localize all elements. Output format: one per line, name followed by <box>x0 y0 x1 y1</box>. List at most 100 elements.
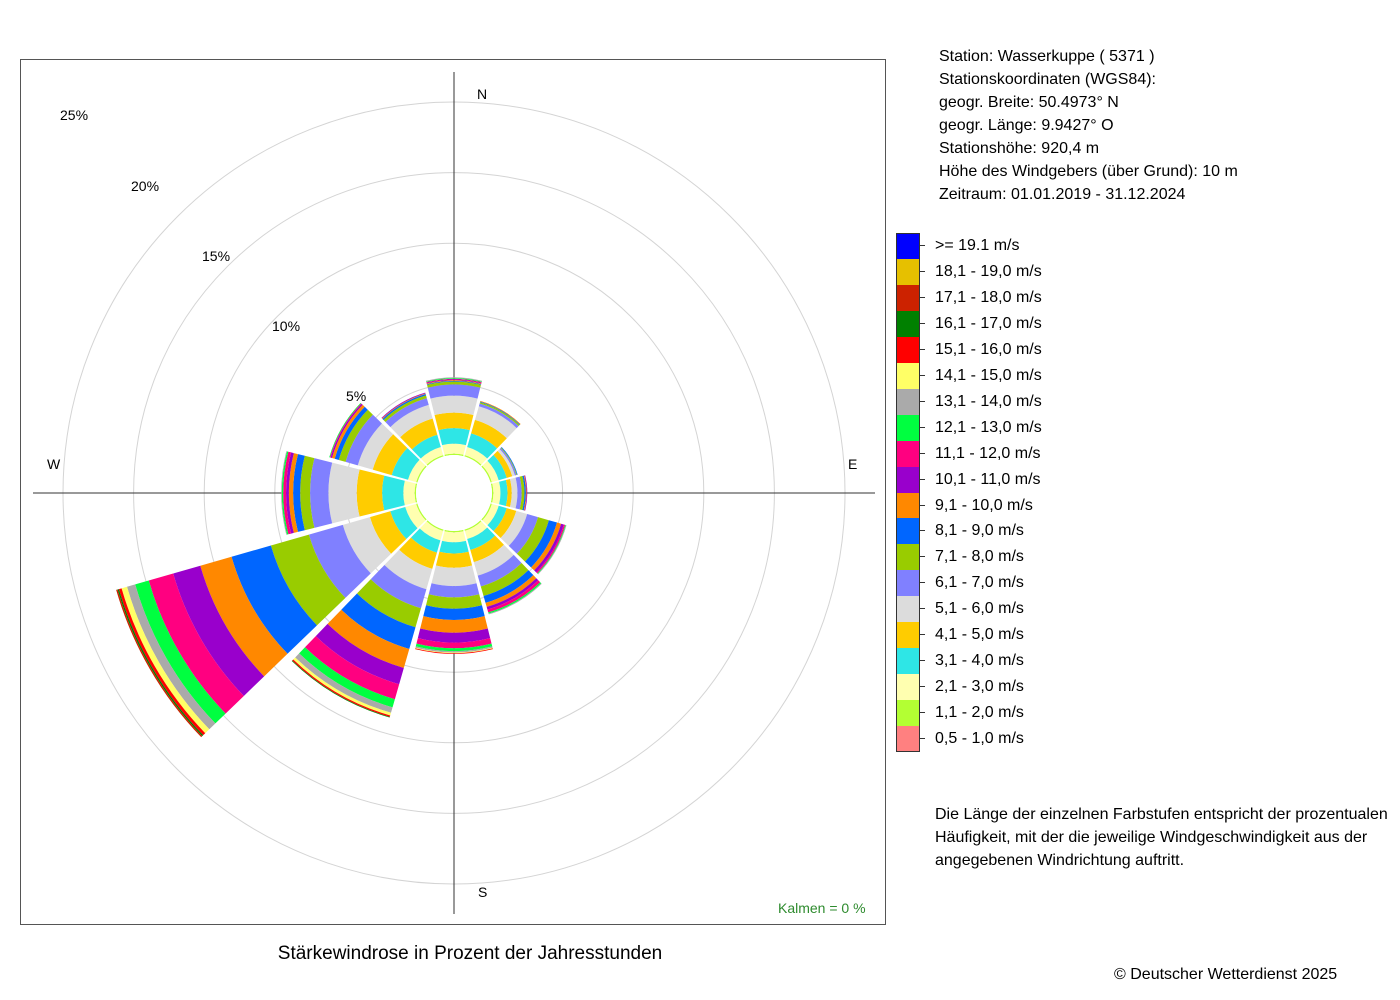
radial-tick-label-20: 20% <box>131 178 160 194</box>
sector-270deg-class-12 <box>281 451 289 535</box>
legend-item: 8,1 - 9,0 m/s <box>896 518 1096 545</box>
sector-90deg-class-3 <box>499 480 508 506</box>
sector-300deg-class-7 <box>338 409 373 462</box>
sector-210deg-class-10 <box>315 623 404 685</box>
legend-item: 12,1 - 13,0 m/s <box>896 414 1096 441</box>
sector-330deg-class-1 <box>426 455 444 466</box>
legend-item: 3,1 - 4,0 m/s <box>896 648 1096 675</box>
legend-swatch <box>896 596 920 623</box>
sector-300deg-class-3 <box>391 447 420 480</box>
legend-item: 0,5 - 1,0 m/s <box>896 726 1096 753</box>
sector-120deg-class-4 <box>493 508 517 539</box>
sector-90deg-class-10 <box>524 475 528 511</box>
legend-swatch <box>896 310 920 337</box>
legend-item: 1,1 - 2,0 m/s <box>896 700 1096 727</box>
sector-30deg-class-6 <box>478 403 519 429</box>
compass-label-north: N <box>477 86 488 102</box>
legend-tick <box>920 400 925 402</box>
sector-180deg-class-4 <box>435 551 473 568</box>
sector-330deg-class-8 <box>382 394 427 420</box>
legend-tick <box>920 374 925 376</box>
sector-90deg-class-4 <box>505 479 512 507</box>
legend-item: 17,1 - 18,0 m/s <box>896 284 1096 311</box>
station-longitude-line: geogr. Länge: 9.9427° O <box>939 117 1114 134</box>
sector-120deg-class-8 <box>525 520 558 568</box>
legend-tick <box>920 582 925 584</box>
legend-item: 15,1 - 16,0 m/s <box>896 336 1096 363</box>
sensor-height-line: Höhe des Windgebers (über Grund): 10 m <box>939 163 1238 180</box>
sector-240deg-class-5 <box>342 517 392 574</box>
sector-0deg-class-5 <box>430 395 478 416</box>
sector-180deg-class-9 <box>420 616 488 633</box>
sector-330deg-class-7 <box>383 395 427 422</box>
sector-150deg-class-10 <box>486 578 539 610</box>
sector-120deg-class-5 <box>500 510 528 546</box>
sector-210deg-class-5 <box>384 549 433 590</box>
legend-swatch <box>896 570 920 597</box>
sector-210deg-class-11 <box>304 636 400 700</box>
sector-0deg-class-8 <box>426 380 482 385</box>
sector-180deg-class-8 <box>423 605 485 620</box>
sector-150deg-class-5 <box>473 544 514 576</box>
sector-210deg-class-4 <box>399 537 437 569</box>
legend-label: 6,1 - 7,0 m/s <box>935 574 1024 592</box>
station-latitude-line: geogr. Breite: 50.4973° N <box>939 94 1119 111</box>
sector-150deg-class-11 <box>487 580 541 613</box>
sector-240deg-class-8 <box>231 545 317 654</box>
calm-label: Kalmen = 0 % <box>778 900 866 916</box>
sector-0deg-class-4 <box>434 412 474 431</box>
sector-270deg-class-7 <box>300 455 315 531</box>
sector-240deg-class-11 <box>148 573 244 714</box>
sector-270deg-class-9 <box>288 453 298 533</box>
legend-label: 1,1 - 2,0 m/s <box>935 704 1024 722</box>
sector-120deg-class-7 <box>516 517 549 562</box>
legend-swatch <box>896 544 920 571</box>
legend-label: 3,1 - 4,0 m/s <box>935 652 1024 670</box>
sector-240deg-class-12 <box>135 580 226 724</box>
compass-label-east: E <box>848 456 858 472</box>
legend-swatch <box>896 414 920 441</box>
sector-240deg-class-14 <box>121 586 210 734</box>
legend-item: >= 19.1 m/s <box>896 233 1096 259</box>
sector-30deg-class-5 <box>474 406 517 439</box>
sector-0deg-class-11 <box>426 378 482 383</box>
legend-item: 18,1 - 19,0 m/s <box>896 258 1096 285</box>
legend-swatch <box>896 233 920 259</box>
sector-240deg-class-13 <box>127 584 216 730</box>
sector-60deg-class-4 <box>493 450 513 478</box>
sector-90deg-class-8 <box>522 475 526 511</box>
sector-270deg-class-11 <box>283 451 292 535</box>
sector-210deg-class-13 <box>295 653 393 713</box>
sector-270deg-class-1 <box>414 483 418 503</box>
sector-150deg-class-8 <box>483 570 534 603</box>
legend-item: 2,1 - 3,0 m/s <box>896 674 1096 701</box>
sector-210deg-class-3 <box>410 528 441 553</box>
sector-180deg-class-2 <box>442 531 466 543</box>
legend-tick <box>920 608 925 610</box>
legend-label: 12,1 - 13,0 m/s <box>935 418 1042 436</box>
sector-60deg-class-5 <box>497 448 515 477</box>
legend-label: 15,1 - 16,0 m/s <box>935 340 1042 358</box>
sector-180deg-class-10 <box>417 628 491 643</box>
legend-label: 2,1 - 3,0 m/s <box>935 678 1024 696</box>
sector-30deg-class-2 <box>464 446 488 465</box>
radial-tick-label-15: 15% <box>202 248 231 264</box>
sector-150deg-class-4 <box>470 535 504 563</box>
legend-item: 9,1 - 10,0 m/s <box>896 492 1096 519</box>
legend-label: 13,1 - 14,0 m/s <box>935 392 1042 410</box>
sector-180deg-class-6 <box>428 583 480 598</box>
legend-item: 5,1 - 6,0 m/s <box>896 596 1096 623</box>
legend-swatch <box>896 362 920 389</box>
sector-330deg-class-5 <box>390 404 433 438</box>
sector-270deg-class-5 <box>328 462 360 524</box>
sector-90deg-class-1 <box>490 483 494 503</box>
sector-270deg-class-13 <box>281 451 287 535</box>
legend-item: 13,1 - 14,0 m/s <box>896 388 1096 415</box>
legend-note: Die Länge der einzelnen Farbstufen entsp… <box>935 806 1388 869</box>
legend-tick <box>920 245 925 246</box>
legend-item: 10,1 - 11,0 m/s <box>896 466 1096 493</box>
compass-label-south: S <box>478 884 488 900</box>
legend-swatch <box>896 336 920 363</box>
legend-tick <box>920 296 925 298</box>
sector-240deg-class-1 <box>416 503 427 521</box>
